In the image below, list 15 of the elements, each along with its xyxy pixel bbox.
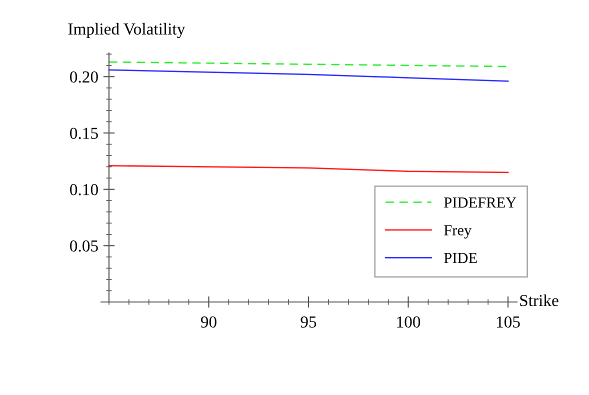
x-tick-label: 100 xyxy=(397,316,420,328)
line-series xyxy=(108,69,509,82)
y-tick-label: 0.15 xyxy=(70,128,98,140)
legend-label: Frey xyxy=(444,225,472,239)
x-tick-label: 90 xyxy=(200,316,216,328)
y-tick-label: 0.05 xyxy=(70,240,98,252)
legend-label: PIDE xyxy=(444,252,477,264)
legend-label: PIDEFREY xyxy=(444,198,516,208)
x-tick-label: 95 xyxy=(300,316,316,328)
y-tick-label: 0.20 xyxy=(70,71,98,83)
x-axis-title: Strike xyxy=(520,294,558,306)
y-tick-label: 0.10 xyxy=(70,184,98,196)
x-tick-label: 105 xyxy=(496,316,520,328)
line-series xyxy=(108,164,509,174)
y-axis-title: Implied Volatility xyxy=(68,22,186,38)
